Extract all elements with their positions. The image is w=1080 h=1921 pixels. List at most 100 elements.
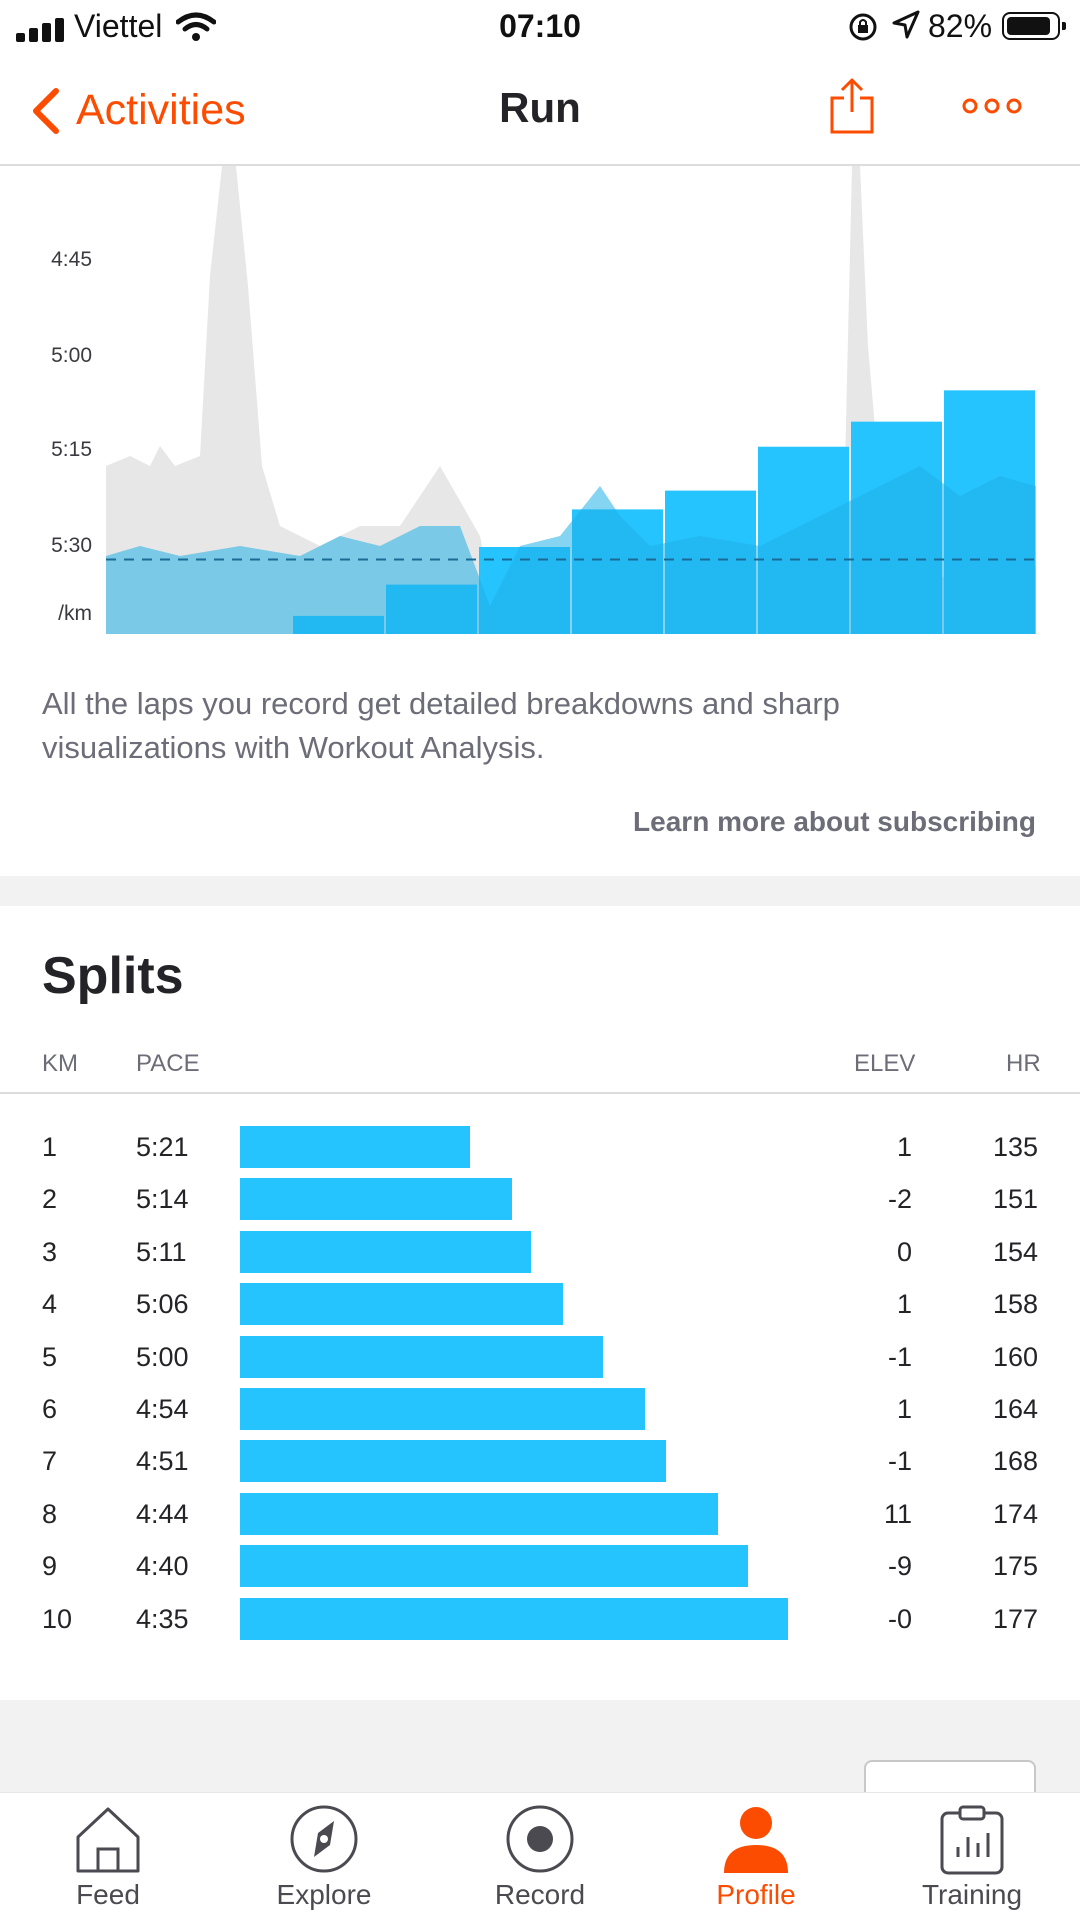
section-divider xyxy=(0,876,1080,906)
tab-label: Training xyxy=(921,1879,1023,1910)
chevron-left-icon xyxy=(33,87,59,134)
split-elev: 1 xyxy=(896,1132,912,1162)
header-elev: ELEV xyxy=(854,1050,916,1077)
chart-description: All the laps you record get detailed bre… xyxy=(42,686,840,765)
split-elev: 1 xyxy=(896,1289,912,1320)
tab-label: Profile xyxy=(716,1879,796,1910)
split-row: 1 5:21 1 135 xyxy=(0,1122,1080,1174)
split-row: 6 4:54 1 164 xyxy=(0,1384,1080,1436)
split-pace-bar xyxy=(240,1388,645,1430)
tab-label: Feed xyxy=(76,1879,140,1910)
split-km: 6 xyxy=(42,1394,58,1424)
home-icon xyxy=(76,1807,140,1873)
split-elev: -1 xyxy=(887,1446,912,1477)
more-options-icon[interactable] xyxy=(962,96,1022,116)
splits-title: Splits xyxy=(42,947,184,1005)
split-pace-bar xyxy=(240,1178,513,1221)
split-row: 4 5:06 1 158 xyxy=(0,1279,1080,1331)
split-km: 2 xyxy=(42,1184,58,1215)
y-tick-label: 4:45 xyxy=(51,248,92,271)
split-row: 8 4:44 11 174 xyxy=(0,1489,1080,1541)
elevation-profile xyxy=(106,166,500,634)
signal-icon xyxy=(16,18,66,42)
battery-percent: 82% xyxy=(928,8,993,44)
split-km: 7 xyxy=(42,1446,58,1477)
split-pace: 5:06 xyxy=(136,1289,189,1320)
split-pace: 5:21 xyxy=(136,1132,189,1162)
y-axis: 4:45 5:00 5:15 5:30/km xyxy=(51,248,92,625)
split-km: 10 xyxy=(42,1603,73,1634)
split-elev: -1 xyxy=(887,1341,912,1372)
split-pace-bar xyxy=(240,1597,788,1640)
record-icon xyxy=(506,1805,574,1873)
split-hr: 175 xyxy=(992,1551,1038,1582)
report-button[interactable] xyxy=(864,1760,1036,1792)
rotation-lock-icon xyxy=(849,13,877,41)
tab-feed[interactable]: Feed xyxy=(0,1793,216,1921)
split-pace-bar xyxy=(240,1283,564,1326)
split-pace: 4:35 xyxy=(136,1603,189,1634)
split-hr: 174 xyxy=(992,1498,1038,1529)
wifi-icon xyxy=(176,12,216,41)
lap-bars xyxy=(106,390,1036,634)
clipboard-chart-icon xyxy=(940,1805,1004,1875)
split-elev: 11 xyxy=(883,1498,912,1529)
split-pace-bar xyxy=(240,1440,666,1483)
split-pace: 5:00 xyxy=(136,1341,189,1372)
split-row: 2 5:14 -2 151 xyxy=(0,1174,1080,1226)
split-row: 7 4:51 -1 168 xyxy=(0,1436,1080,1488)
split-pace-bar xyxy=(240,1335,604,1378)
split-elev: 0 xyxy=(896,1236,912,1267)
split-km: 1 xyxy=(42,1132,58,1162)
tab-explore[interactable]: Explore xyxy=(216,1793,432,1921)
share-icon[interactable] xyxy=(828,76,876,136)
y-tick-label: 5:15 xyxy=(51,438,92,461)
lap-pace-chart[interactable]: 4:45 5:00 5:15 5:30/km xyxy=(0,166,1080,646)
tab-bar: Feed Explore Record Profile Training xyxy=(0,1792,1080,1921)
heart-rate-overlay xyxy=(106,466,1036,634)
back-label: Activities xyxy=(76,86,246,134)
split-km: 4 xyxy=(42,1289,58,1320)
split-row: 3 5:11 0 154 xyxy=(0,1227,1080,1279)
location-arrow-icon xyxy=(892,10,920,39)
y-tick-label: 5:30 xyxy=(51,534,92,557)
header-km: KM xyxy=(42,1050,78,1077)
split-pace: 4:51 xyxy=(136,1446,189,1477)
tab-training[interactable]: Training xyxy=(864,1793,1080,1921)
split-hr: 168 xyxy=(992,1446,1038,1477)
split-km: 8 xyxy=(42,1498,58,1529)
navigation-bar: Activities Run xyxy=(0,56,1080,166)
compass-icon xyxy=(290,1805,358,1873)
battery-icon xyxy=(1002,12,1066,40)
back-button[interactable]: Activities xyxy=(30,86,246,135)
split-pace: 4:44 xyxy=(136,1498,189,1529)
tab-profile[interactable]: Profile xyxy=(648,1793,864,1921)
split-pace: 4:40 xyxy=(136,1551,189,1582)
tab-label: Record xyxy=(494,1879,586,1910)
split-hr: 164 xyxy=(992,1394,1038,1424)
splits-header: KM PACE ELEV HR xyxy=(0,1042,1080,1094)
split-row: 10 4:35 -0 177 xyxy=(0,1594,1080,1646)
person-icon xyxy=(724,1807,788,1873)
header-hr: HR xyxy=(1006,1050,1041,1077)
split-row: 9 4:40 -9 175 xyxy=(0,1541,1080,1593)
split-pace: 5:11 xyxy=(136,1236,187,1267)
split-pace-bar xyxy=(240,1230,532,1273)
split-elev: -2 xyxy=(887,1184,912,1215)
split-hr: 158 xyxy=(992,1289,1038,1320)
tab-record[interactable]: Record xyxy=(432,1793,648,1921)
split-pace: 5:14 xyxy=(136,1184,189,1215)
split-km: 5 xyxy=(42,1341,58,1372)
header-pace: PACE xyxy=(136,1050,200,1077)
carrier-name: Viettel xyxy=(74,8,163,44)
clock: 07:10 xyxy=(499,8,581,44)
split-pace-bar xyxy=(240,1126,470,1168)
section-divider xyxy=(0,1700,1080,1792)
split-row: 5 5:00 -1 160 xyxy=(0,1332,1080,1384)
learn-more-link[interactable]: Learn more about subscribing xyxy=(633,806,1036,837)
tab-label: Explore xyxy=(276,1879,372,1910)
split-hr: 135 xyxy=(992,1132,1038,1162)
split-km: 9 xyxy=(42,1551,58,1582)
workout-analysis-section: 4:45 5:00 5:15 5:30/km All the laps you rec… xyxy=(0,166,1080,876)
split-pace: 4:54 xyxy=(136,1394,189,1424)
